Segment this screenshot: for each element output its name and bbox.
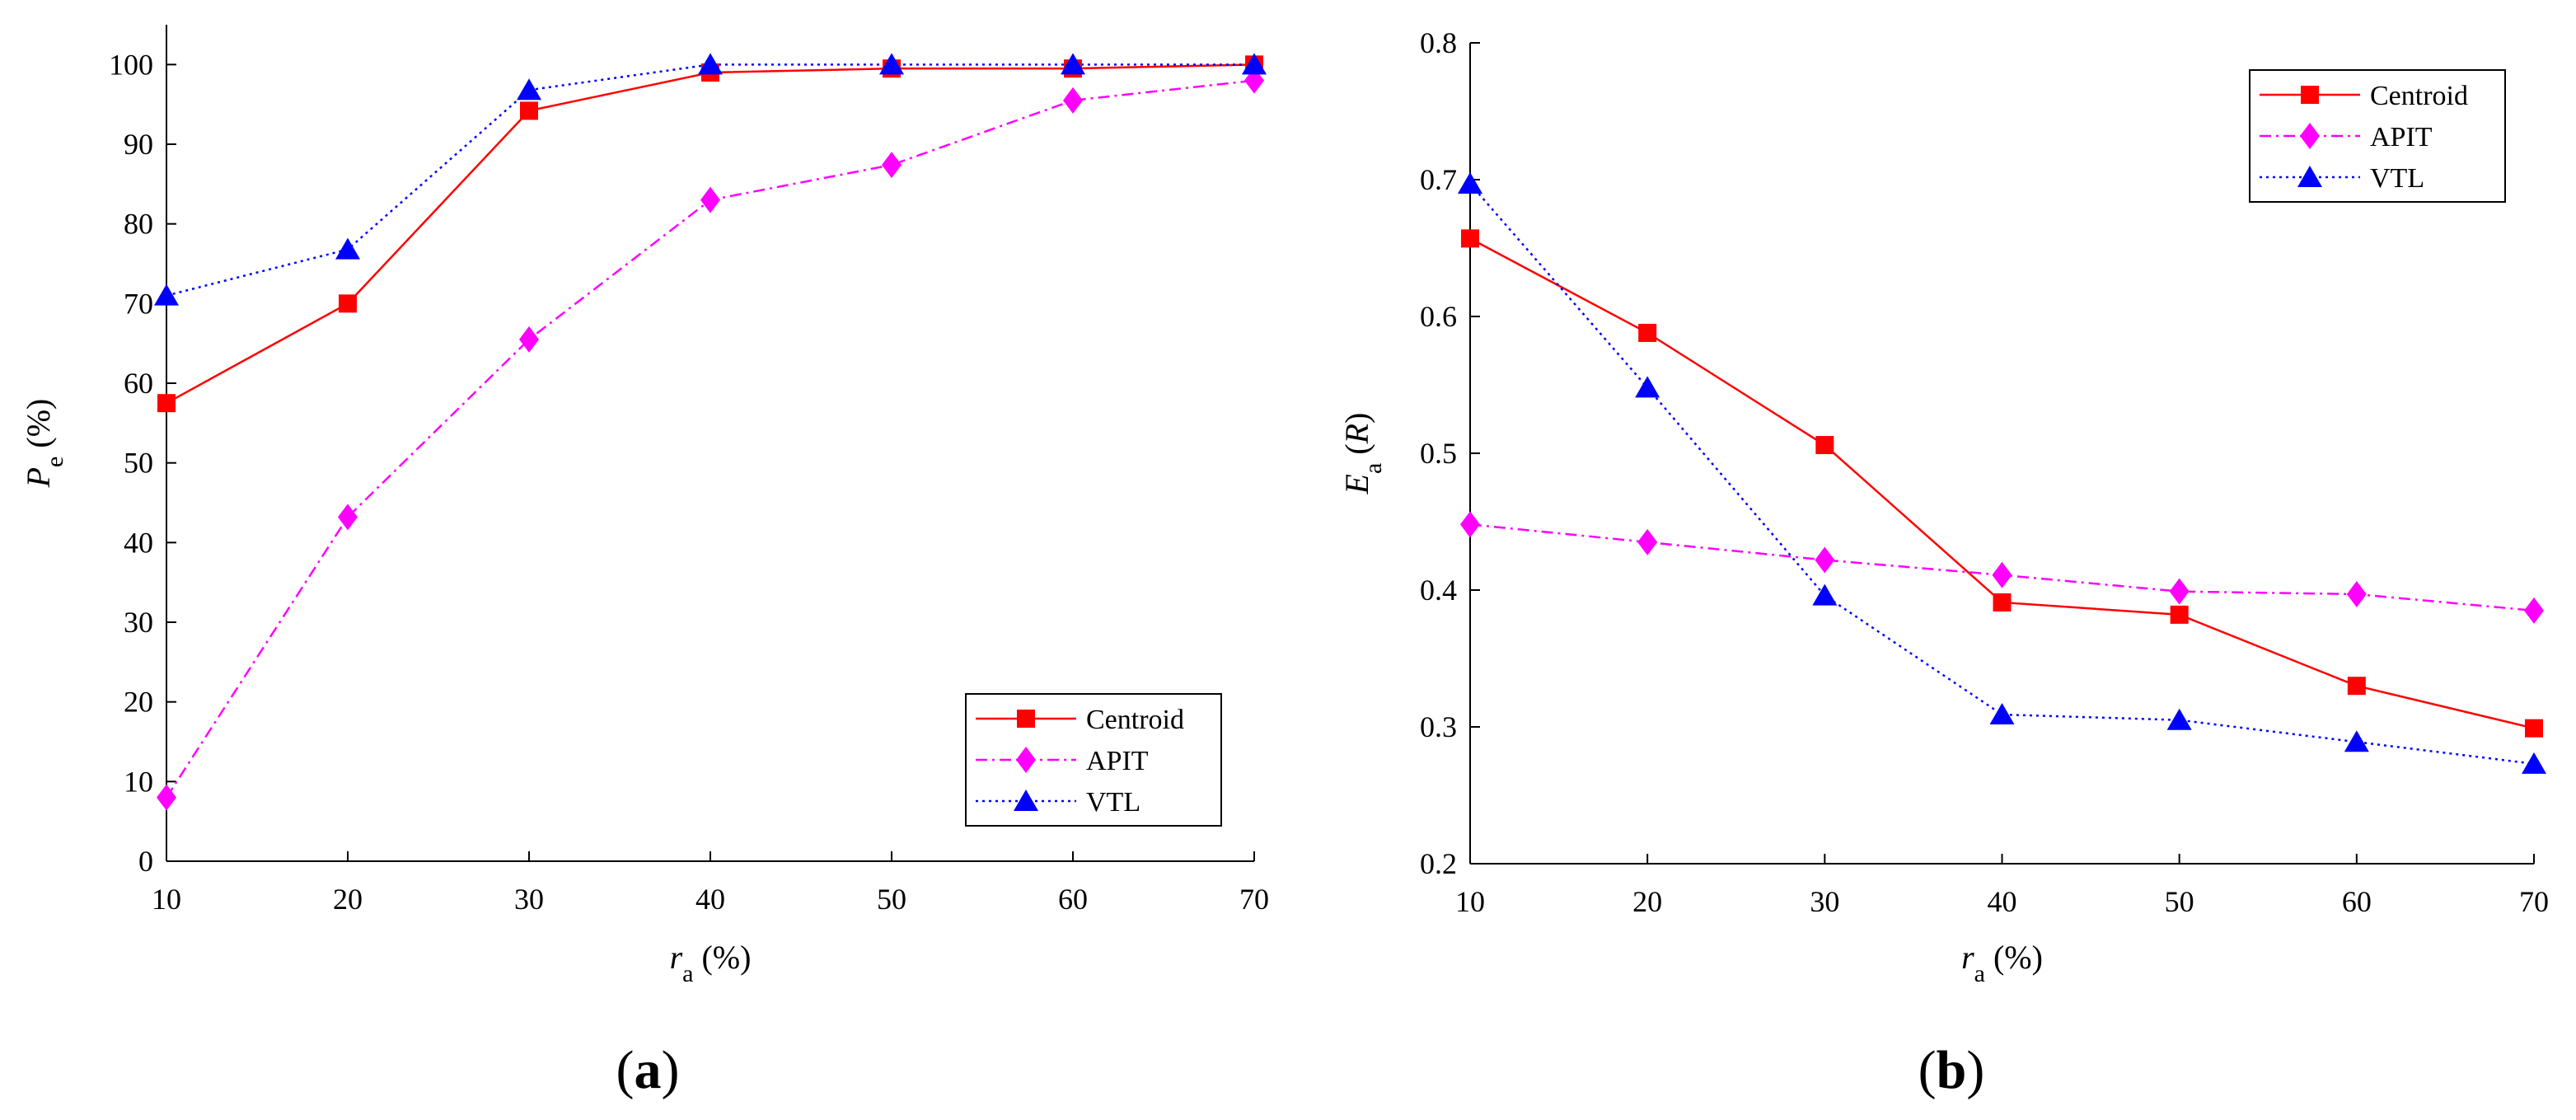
x-tick-label: 50 (2165, 885, 2194, 918)
data-point-centroid (157, 394, 176, 413)
legend-label-centroid: Centroid (2370, 81, 2468, 111)
data-point-apit (882, 152, 902, 179)
y-tick-label: 0.6 (1420, 300, 1457, 333)
legend-marker-centroid (1017, 710, 1035, 728)
panel-letter-b: b (1937, 1040, 1967, 1100)
x-tick-label: 70 (2519, 885, 2549, 918)
x-tick-label: 40 (696, 883, 725, 916)
data-point-centroid (2170, 605, 2189, 624)
data-point-vtl (698, 53, 723, 75)
data-point-vtl (517, 78, 541, 101)
x-axis-label: ra (%) (1961, 939, 2043, 987)
data-point-apit (2346, 580, 2367, 607)
y-tick-label: 0.3 (1420, 710, 1457, 743)
data-point-apit (1992, 561, 2012, 588)
legend-marker-vtl (1014, 790, 1038, 811)
data-point-apit (338, 504, 358, 531)
y-tick-label: 0.7 (1420, 163, 1457, 196)
data-point-centroid (1638, 323, 1657, 342)
y-tick-label: 90 (124, 128, 153, 161)
x-tick-label: 70 (1239, 883, 1269, 916)
data-point-centroid (2525, 719, 2543, 738)
legend-label-centroid: Centroid (1086, 705, 1184, 735)
data-point-apit (1063, 87, 1083, 114)
data-point-apit (1460, 511, 1480, 538)
y-tick-label: 70 (124, 287, 153, 320)
series-line-centroid (166, 63, 1255, 405)
legend-marker-centroid (2301, 86, 2319, 104)
y-tick-label: 0.2 (1420, 847, 1457, 880)
data-point-vtl (2166, 708, 2192, 730)
chart-panel-a: 0 10 20 30 40 50 60 70 80 90 100 10 20 30 40 50 60 70 ra (%… (20, 25, 1269, 987)
data-point-apit (1637, 528, 1658, 555)
y-tick-label: 40 (124, 526, 153, 559)
legend-label-apit: APIT (1086, 746, 1149, 776)
legend-marker-vtl (2297, 166, 2322, 187)
x-tick-label: 60 (1058, 883, 1088, 916)
legend-marker-apit (2300, 123, 2320, 149)
data-point-apit (700, 186, 720, 213)
panel-label-b: (b) (1918, 1040, 1985, 1100)
y-tick-label: 20 (124, 686, 153, 719)
data-point-apit (2524, 597, 2544, 624)
x-tick-label: 50 (877, 883, 906, 916)
x-tick-label: 30 (514, 883, 544, 916)
data-point-vtl (1458, 171, 1482, 194)
x-tick-label: 10 (152, 883, 181, 916)
legend-label-vtl: VTL (2370, 163, 2424, 194)
x-tick-label: 40 (1988, 885, 2017, 918)
legend-label-apit: APIT (2370, 122, 2433, 152)
legend-marker-apit (1016, 747, 1036, 773)
data-point-vtl (1812, 583, 1838, 606)
y-tick-label: 0.5 (1420, 437, 1457, 470)
y-tick-label: 80 (124, 208, 153, 241)
data-point-centroid (1815, 436, 1834, 455)
data-point-vtl (2522, 752, 2546, 774)
data-point-centroid (339, 294, 357, 313)
y-tick-label: 0.4 (1420, 574, 1457, 607)
x-axis-label: ra (%) (670, 939, 752, 987)
y-tick-label: 10 (124, 765, 153, 798)
data-point-centroid (2347, 677, 2366, 696)
y-axis-label: Pe(%) (20, 399, 68, 489)
panel-letter-a: a (635, 1040, 662, 1100)
data-point-apit (1815, 546, 1835, 574)
data-point-centroid (520, 101, 538, 120)
y-tick-label: 0 (138, 845, 153, 878)
data-point-centroid (1461, 229, 1479, 248)
y-tick-label: 100 (109, 48, 153, 81)
data-point-vtl (335, 237, 360, 260)
y-tick-label: 0.8 (1420, 26, 1457, 59)
x-tick-label: 20 (333, 883, 363, 916)
data-point-vtl (1635, 376, 1660, 398)
x-tick-label: 30 (1810, 885, 1839, 918)
data-point-vtl (1989, 703, 2015, 725)
chart-panel-b: 0.2 0.3 0.4 0.5 0.6 0.7 0.8 10 20 30 40 50 60 70 ra (%)… (1338, 26, 2549, 987)
data-point-apit (519, 326, 539, 353)
panel-label-a: (a) (616, 1040, 680, 1100)
x-tick-label: 60 (2342, 885, 2372, 918)
series-line-vtl (1469, 183, 2535, 766)
x-tick-label: 10 (1455, 885, 1485, 918)
y-axis-label: Ea(R) (1338, 413, 1387, 495)
y-tick-label: 30 (124, 606, 153, 639)
y-tick-label: 60 (124, 367, 153, 400)
data-point-vtl (2344, 730, 2369, 752)
data-point-apit (2169, 578, 2190, 605)
data-point-apit (157, 784, 176, 811)
data-point-centroid (1993, 593, 2012, 612)
legend-label-vtl: VTL (1086, 787, 1140, 818)
data-point-vtl (879, 53, 904, 75)
data-point-vtl (1242, 53, 1267, 75)
data-point-vtl (154, 284, 179, 306)
x-tick-label: 20 (1632, 885, 1662, 918)
series-line-centroid (1469, 237, 2535, 729)
data-point-vtl (1061, 53, 1085, 75)
y-tick-label: 50 (124, 447, 153, 480)
